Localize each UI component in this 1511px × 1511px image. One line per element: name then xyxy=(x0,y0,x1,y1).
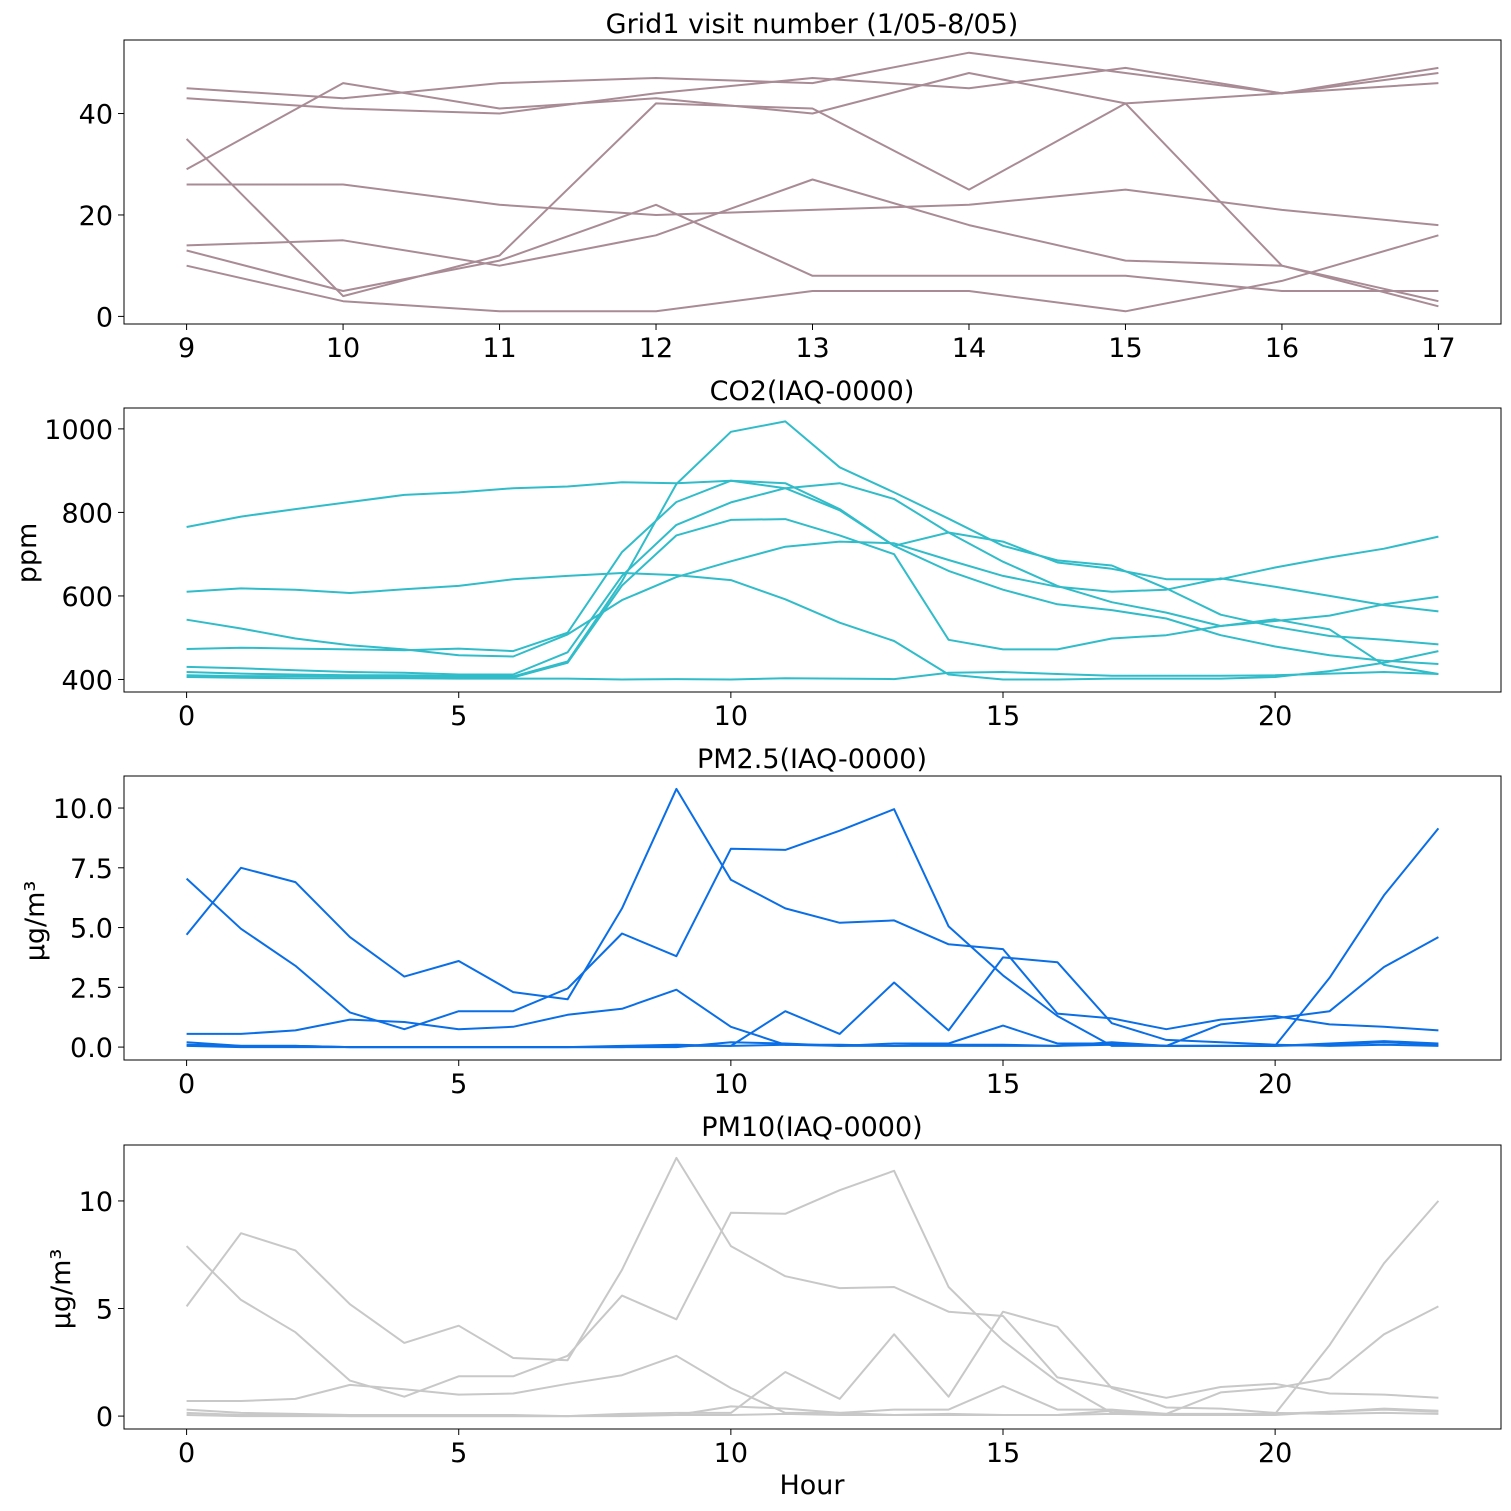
series-line-3 xyxy=(186,72,1439,171)
series-line-2 xyxy=(186,572,1439,681)
series-line-1 xyxy=(185,1156,1439,1399)
y-tick-label: 600 xyxy=(61,582,113,613)
x-axis-label: Hour xyxy=(779,1470,845,1501)
panel-pm25: PM2.5(IAQ-0000) μg/m³ 0 5 10 15 20 0.0 2.5 5.0 7… xyxy=(20,744,1502,1100)
x-tick-label: 5 xyxy=(450,1069,467,1100)
y-axis-label: ppm xyxy=(12,523,43,584)
series-line-6 xyxy=(186,420,1439,678)
series-line-2 xyxy=(185,808,1439,1047)
y-tick-label: 5.0 xyxy=(70,914,113,945)
plot-frame xyxy=(123,775,1502,1061)
x-tick-label: 10 xyxy=(714,1438,748,1469)
y-tick-label: 40 xyxy=(79,100,113,131)
panel-grid1-visits: Grid1 visit number (1/05-8/05) 9 10 11 12 13… xyxy=(79,9,1502,364)
x-tick-label: 10 xyxy=(714,1069,748,1100)
panel-title: PM10(IAQ-0000) xyxy=(701,1112,922,1143)
series-line-2 xyxy=(186,66,1439,115)
series-line-4 xyxy=(186,479,1439,665)
series-line-1 xyxy=(186,479,1439,581)
panel-co2: CO2(IAQ-0000) ppm 0 5 10 15 20 400 600 800 1000 xyxy=(12,376,1502,732)
series-line-6 xyxy=(186,178,1439,303)
y-tick-label: 10 xyxy=(79,1187,113,1218)
x-tick-label: 12 xyxy=(639,333,673,364)
panel-pm10: PM10(IAQ-0000) μg/m³ 0 5 10 15 20 0 5 10 Hour xyxy=(46,1112,1502,1501)
y-tick-label: 10.0 xyxy=(53,794,113,825)
x-tick-label: 10 xyxy=(714,701,748,732)
x-tick-label: 5 xyxy=(450,1438,467,1469)
y-tick-label: 0.0 xyxy=(70,1033,113,1064)
x-tick-label: 15 xyxy=(986,701,1020,732)
x-tick-label: 0 xyxy=(178,1069,195,1100)
plot-frame xyxy=(123,39,1502,325)
y-axis-label: μg/m³ xyxy=(46,1249,77,1330)
x-tick-label: 11 xyxy=(482,333,516,364)
x-tick-label: 0 xyxy=(178,701,195,732)
series-line-3 xyxy=(186,540,1439,658)
y-tick-label: 0 xyxy=(96,1402,113,1433)
plot-frame xyxy=(123,407,1502,693)
x-tick-label: 15 xyxy=(986,1438,1020,1469)
series-line-8 xyxy=(186,234,1439,313)
series-line-4 xyxy=(185,102,1439,308)
series-line-6 xyxy=(186,1040,1439,1049)
x-tick-label: 20 xyxy=(1258,1069,1292,1100)
x-tick-label: 20 xyxy=(1258,1438,1292,1469)
series-line-1 xyxy=(186,51,1439,100)
x-tick-label: 15 xyxy=(986,1069,1020,1100)
y-tick-label: 1000 xyxy=(44,415,113,446)
y-axis-label: μg/m³ xyxy=(20,881,51,962)
x-tick-label: 17 xyxy=(1421,333,1455,364)
series-line-5 xyxy=(186,183,1439,227)
x-tick-label: 9 xyxy=(178,333,195,364)
series-line-7 xyxy=(186,518,1439,679)
y-tick-label: 400 xyxy=(61,665,113,696)
panel-title: CO2(IAQ-0000) xyxy=(710,376,915,407)
y-tick-label: 20 xyxy=(79,201,113,232)
x-tick-label: 15 xyxy=(1108,333,1142,364)
series-line-4 xyxy=(186,1310,1439,1418)
x-tick-label: 10 xyxy=(326,333,360,364)
x-tick-label: 5 xyxy=(450,701,467,732)
x-tick-label: 16 xyxy=(1265,333,1299,364)
x-tick-label: 0 xyxy=(178,1438,195,1469)
series-line-8 xyxy=(186,671,1439,681)
series-line-1 xyxy=(185,787,1439,1032)
y-tick-label: 5 xyxy=(96,1295,113,1326)
x-tick-label: 14 xyxy=(952,333,986,364)
y-tick-label: 2.5 xyxy=(70,973,113,1004)
y-tick-label: 7.5 xyxy=(70,854,113,885)
y-tick-label: 800 xyxy=(61,498,113,529)
panel-title: PM2.5(IAQ-0000) xyxy=(697,744,927,775)
x-tick-label: 13 xyxy=(795,333,829,364)
series-line-2 xyxy=(185,1169,1439,1415)
plot-frame xyxy=(123,1144,1502,1430)
series-line-6 xyxy=(186,1408,1439,1418)
series-line-7 xyxy=(186,203,1439,292)
x-tick-label: 20 xyxy=(1258,701,1292,732)
panel-title: Grid1 visit number (1/05-8/05) xyxy=(606,9,1019,40)
y-tick-label: 0 xyxy=(96,302,113,333)
